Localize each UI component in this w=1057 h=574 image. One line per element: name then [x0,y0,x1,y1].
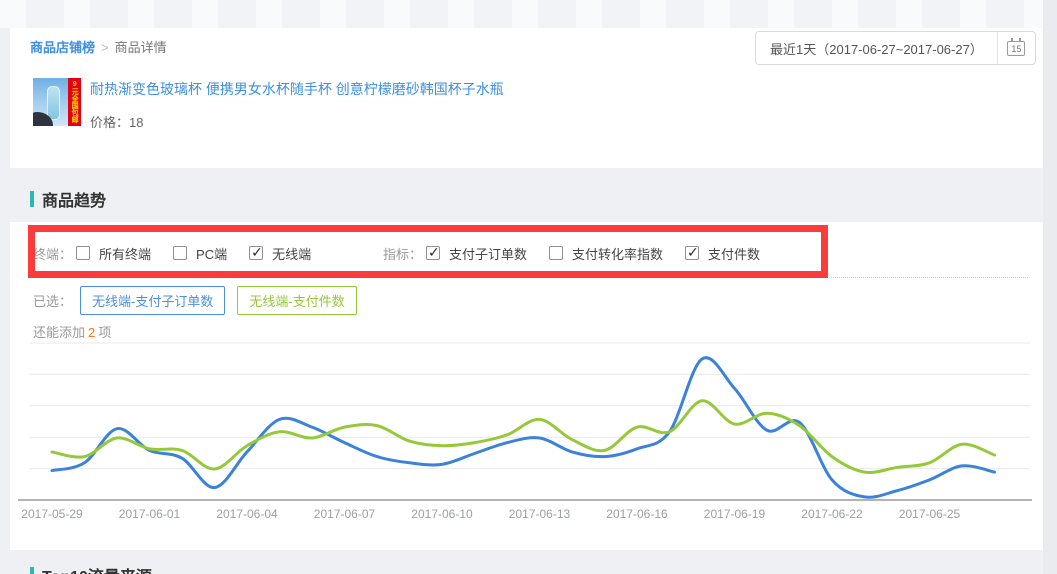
checkbox-icon[interactable] [173,246,188,260]
checkbox-icon[interactable] [249,244,264,261]
x-axis-tick-label: 2017-05-29 [21,507,83,521]
trend-section-title: 商品趋势 [42,193,107,210]
selected-metrics-row: 已选： 无线端-支付子订单数 无线端-支付件数 [33,286,369,315]
checkbox-terminal-all[interactable]: 所有终端 [76,244,151,263]
bottle-image [47,86,60,120]
hand-silhouette [33,112,53,126]
checkbox-label: 支付件数 [708,246,761,262]
checkbox-label: PC端 [196,246,228,262]
trend-line-chart [18,342,1032,501]
x-axis-tick-label: 2017-06-13 [508,507,571,521]
x-axis-tick-label: 2017-06-07 [313,507,376,521]
x-axis-tick-label: 2017-06-16 [606,507,668,521]
chart-line-series-1 [50,399,996,474]
chart-line-series-0 [50,356,996,499]
bottom-section-title: Top10流量来源 [42,563,152,574]
remaining-suffix: 项 [98,325,112,340]
price-value: 18 [129,115,144,130]
selected-tag-wireless-items[interactable]: 无线端-支付件数 [237,286,357,315]
dotted-divider [30,277,1028,278]
price-label: 价格： [90,115,130,130]
checkbox-icon[interactable] [685,244,700,261]
bottom-section-header: Top10流量来源 [30,563,152,574]
checkbox-icon[interactable] [76,246,91,260]
breadcrumb: 商品店铺榜 > 商品详情 [30,37,167,56]
section-accent-bar [30,567,34,574]
checkbox-metric-conversion-index[interactable]: 支付转化率指数 [549,244,663,263]
product-price: 价格：18 [90,112,143,131]
terminal-filter-label: 终端： [33,246,73,262]
price-promo-badge: 9元全国包邮 [68,78,81,126]
checkbox-terminal-pc[interactable]: PC端 [173,244,227,263]
checkbox-label: 支付转化率指数 [572,246,664,262]
checkbox-icon[interactable] [549,246,564,260]
terminal-filter-group: 终端： 所有终端 PC端 无线端 [33,243,333,263]
date-range-picker[interactable]: 最近1天（2017-06-27~2017-06-27） 15 [755,31,1036,65]
date-range-label: 最近1天（2017-06-27~2017-06-27） [770,41,983,57]
x-axis-tick-label: 2017-06-19 [703,507,766,521]
metric-filter-group: 指标： 支付子订单数 支付转化率指数 支付件数 [383,243,782,263]
product-title-link[interactable]: 耐热渐变色玻璃杯 便携男女水杯随手杯 创意柠檬磨砂韩国杯子水瓶 [90,81,504,97]
selected-label: 已选： [33,294,73,309]
breadcrumb-separator: > [101,40,109,55]
checkbox-metric-pay-items[interactable]: 支付件数 [685,244,760,263]
checkbox-label: 支付子订单数 [449,246,528,262]
x-axis-tick-label: 2017-06-01 [118,507,181,521]
checkbox-icon[interactable] [426,244,441,261]
chart-gridlines [30,342,1030,470]
selected-tag-wireless-suborders[interactable]: 无线端-支付子订单数 [80,286,226,315]
x-axis-tick-label: 2017-06-25 [898,507,961,521]
page-right-margin [1043,0,1057,574]
checkbox-label: 无线端 [272,246,312,262]
metric-filter-label: 指标： [383,246,423,262]
x-axis-tick-label: 2017-06-22 [801,507,863,521]
chart-series-lines [50,356,996,499]
x-axis-tick-label: 2017-06-10 [411,507,473,521]
remaining-count: 2 [88,325,96,340]
checkbox-terminal-wireless[interactable]: 无线端 [249,244,311,263]
calendar-button[interactable]: 15 [996,32,1035,64]
remaining-prefix: 还能添加 [33,325,86,340]
remaining-count-text: 还能添加 2 项 [33,322,111,341]
trend-section-header: 商品趋势 [30,187,106,211]
checkbox-metric-pay-suborders[interactable]: 支付子订单数 [426,244,527,263]
section-accent-bar [30,191,34,207]
watermark-band [0,0,1057,28]
breadcrumb-current: 商品详情 [114,40,167,55]
checkbox-label: 所有终端 [99,246,152,262]
x-axis-tick-label: 2017-06-04 [216,507,278,521]
calendar-icon: 15 [1007,37,1026,56]
product-thumbnail[interactable]: 9元全国包邮 [33,78,81,126]
breadcrumb-link-rank[interactable]: 商品店铺榜 [30,40,96,55]
